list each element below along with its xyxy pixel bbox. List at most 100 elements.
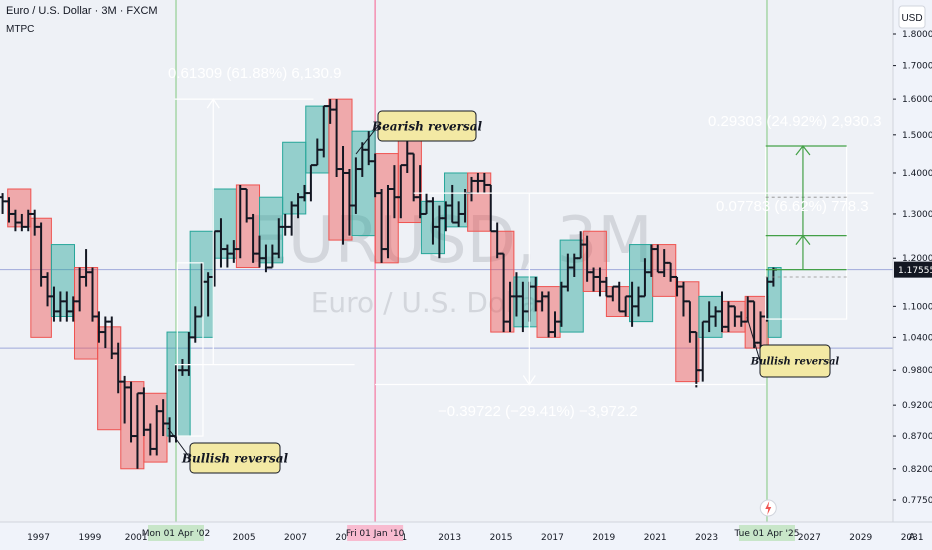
ohlc-bar <box>596 267 604 297</box>
ohlc-bar <box>384 184 392 259</box>
ohlc-bar <box>82 249 90 287</box>
ohlc-bar <box>564 253 572 292</box>
x-tick-label: 2005 <box>233 533 256 543</box>
callout-box <box>759 344 831 378</box>
ohlc-bar <box>647 244 655 277</box>
x-tick-label: 1997 <box>27 533 50 543</box>
lightning-icon <box>765 501 772 515</box>
ohlc-bar <box>11 209 19 232</box>
ohlc-bar <box>0 193 7 214</box>
ohlc-bar <box>44 272 52 307</box>
ohlc-bar <box>63 291 71 322</box>
date-marker-label: Mon 01 Apr '02 <box>142 529 211 539</box>
ohlc-bar <box>448 184 456 224</box>
x-tick-label: 2031 <box>901 533 924 543</box>
ohlc-bar <box>590 267 598 292</box>
callout-text: Bullish reversal <box>181 451 289 465</box>
measurement-label: 0.29303 (24.92%) 2,930.3 <box>708 113 881 130</box>
ohlc-bar <box>628 281 636 327</box>
ohlc-bar <box>146 423 154 456</box>
x-tick-label: 2001 <box>125 533 148 543</box>
ohlc-bar <box>480 172 488 194</box>
x-tick-label: 2029 <box>849 533 872 543</box>
ohlc-bar <box>95 311 103 343</box>
ohlc-bar <box>217 218 225 268</box>
bullish-box <box>767 267 782 338</box>
date-marker-label: Tue 01 Apr '25 <box>734 529 800 539</box>
ohlc-bar <box>89 267 96 322</box>
ohlc-bar <box>609 285 617 302</box>
ohlc-bar <box>268 244 276 269</box>
measure-arrowhead <box>206 98 220 109</box>
ohlc-bar <box>56 291 64 322</box>
bullish-box <box>282 141 307 215</box>
x-tick-label: 2019 <box>592 533 615 543</box>
ohlc-bar <box>24 209 32 232</box>
ohlc-bar <box>403 138 411 173</box>
x-tick-label: 2007 <box>284 533 307 543</box>
ohlc-bar <box>622 295 630 317</box>
bullish-reversal-callout[interactable]: Bullish reversal <box>746 316 840 378</box>
ohlc-bar <box>712 306 720 327</box>
ohlc-bar <box>679 281 687 317</box>
currency-badge[interactable] <box>898 5 926 29</box>
ohlc-bar <box>358 142 366 177</box>
ohlc-bar <box>660 249 668 277</box>
ohlc-bar <box>673 275 681 297</box>
bullish-reversal-callout[interactable]: Bullish reversal <box>167 427 289 474</box>
callout-text: Bullish reversal <box>750 357 840 368</box>
ohlc-bar <box>731 305 739 327</box>
ohlc-bar <box>506 281 514 333</box>
ohlc-bar <box>243 188 251 223</box>
ohlc-bar <box>140 387 148 437</box>
ohlc-bar <box>288 201 296 236</box>
ohlc-bar <box>737 311 745 327</box>
ohlc-bar <box>435 205 443 259</box>
ohlc-bar <box>281 213 289 236</box>
bearish-reversal-callout[interactable]: Bearish reversal <box>355 110 482 155</box>
x-tick-label: 2027 <box>798 533 821 543</box>
ohlc-bar <box>423 193 431 215</box>
y-tick-label: 1.20000 <box>902 254 932 264</box>
ohlc-bar <box>307 164 315 202</box>
ohlc-bar <box>236 184 244 259</box>
ohlc-bar <box>378 189 386 263</box>
auto-scale-icon[interactable]: A <box>909 532 916 543</box>
ohlc-bar <box>108 316 116 360</box>
y-tick-label: 1.70000 <box>902 62 932 72</box>
x-tick-label: 2017 <box>541 533 564 543</box>
ohlc-bar <box>178 359 186 376</box>
y-tick-label: 0.77500 <box>902 496 932 506</box>
ohlc-bar <box>390 165 398 219</box>
ohlc-bar <box>615 281 623 313</box>
ohlc-bar <box>551 311 559 338</box>
ohlc-bar <box>365 131 373 166</box>
y-tick-label: 1.60000 <box>902 95 932 105</box>
callout-pointer <box>746 316 761 362</box>
ohlc-bar <box>474 172 482 194</box>
x-tick-label: 2021 <box>644 533 667 543</box>
ohlc-bar <box>185 332 193 376</box>
projection-arrowhead <box>795 234 811 246</box>
ohlc-bar <box>519 281 527 333</box>
x-tick-label: 2015 <box>490 533 513 543</box>
ohlc-bar <box>635 286 643 317</box>
ohlc-bar <box>18 213 26 232</box>
ohlc-bar <box>230 240 238 263</box>
ohlc-bar <box>583 235 591 282</box>
measure-arrowhead <box>522 375 536 386</box>
ohlc-bar <box>699 320 707 382</box>
ohlc-bar <box>101 316 109 349</box>
ohlc-bar <box>249 213 257 263</box>
ohlc-bar <box>532 276 540 312</box>
ohlc-bar <box>557 281 565 327</box>
x-tick-label: 2023 <box>695 533 718 543</box>
ohlc-bar <box>667 261 675 282</box>
